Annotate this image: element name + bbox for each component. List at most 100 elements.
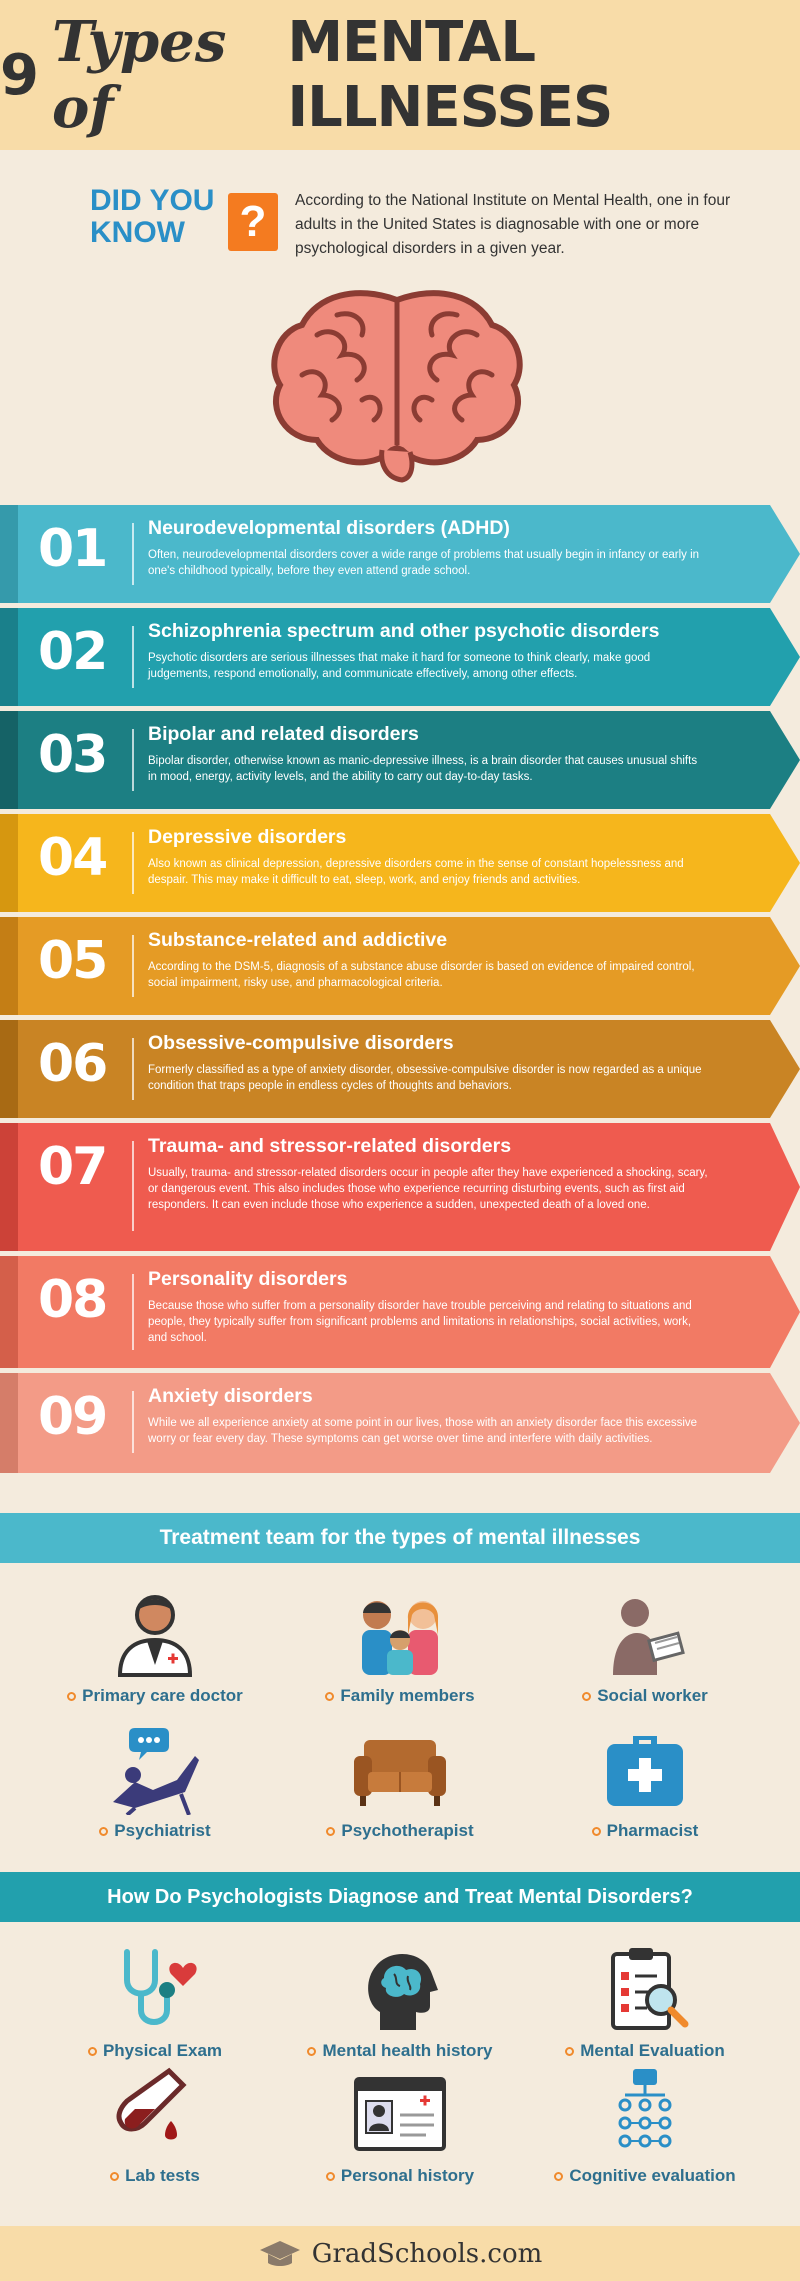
couch-icon	[354, 1740, 446, 1806]
bullet-icon	[325, 2172, 335, 2182]
disorder-row-01: 01 Neurodevelopmental disorders (ADHD) O…	[0, 505, 800, 603]
method-personal-history: Personal history	[275, 2065, 525, 2186]
dyk-line1: DID YOU	[90, 184, 215, 217]
team-item-psychiatrist: Psychiatrist	[30, 1720, 280, 1841]
disorder-title: Schizophrenia spectrum and other psychot…	[148, 620, 660, 642]
bullet-icon	[582, 1692, 592, 1702]
ribbon-band	[18, 1256, 800, 1368]
divider	[132, 626, 134, 688]
team-item-doctor: Primary care doctor	[30, 1585, 280, 1706]
method-label: Mental Evaluation	[520, 2041, 770, 2061]
method-physical-exam: Physical Exam	[30, 1940, 280, 2061]
question-mark-icon: ?	[228, 193, 278, 251]
method-cognitive-evaluation: Cognitive evaluation	[520, 2065, 770, 2186]
team-item-social-worker: Social worker	[520, 1585, 770, 1706]
disorder-desc: Usually, trauma- and stressor-related di…	[148, 1167, 708, 1211]
disorder-row-02: 02 Schizophrenia spectrum and other psyc…	[0, 608, 800, 706]
label-text: Mental Evaluation	[580, 2041, 725, 2060]
disorder-number: 04	[38, 828, 108, 888]
disorder-title: Trauma- and stressor-related disorders	[148, 1135, 512, 1157]
disorder-desc: Bipolar disorder, otherwise known as man…	[148, 755, 698, 783]
method-label: Mental health history	[275, 2041, 525, 2061]
disorder-title: Anxiety disorders	[148, 1385, 313, 1407]
disorder-desc: Also known as clinical depression, depre…	[148, 858, 684, 886]
dyk-line2: KNOW	[90, 216, 185, 249]
method-mental-health-history: Mental health history	[275, 1940, 525, 2061]
bullet-icon	[67, 1692, 77, 1702]
ribbon-band	[18, 711, 800, 809]
first-aid-kit-icon	[607, 1736, 683, 1806]
method-label: Personal history	[275, 2166, 525, 2186]
team-item-psychotherapist: Psychotherapist	[275, 1720, 525, 1841]
disorder-title: Neurodevelopmental disorders (ADHD)	[148, 517, 510, 539]
title-caps: MENTAL ILLNESSES	[287, 10, 613, 140]
team-label: Psychiatrist	[30, 1821, 280, 1841]
divider	[132, 1391, 134, 1453]
bullet-icon	[565, 2047, 575, 2057]
disorder-desc: Often, neurodevelopmental disorders cove…	[148, 549, 700, 577]
disorder-desc: According to the DSM-5, diagnosis of a s…	[148, 961, 695, 989]
label-text: Lab tests	[125, 2166, 200, 2185]
label-text: Psychiatrist	[114, 1821, 211, 1840]
psychiatrist-icon	[113, 1728, 199, 1815]
treatment-heading: Treatment team for the types of mental i…	[0, 1513, 800, 1563]
disorder-row-05: 05 Substance-related and addictive Accor…	[0, 917, 800, 1015]
ribbon-band	[18, 917, 800, 1015]
disorder-row-03: 03 Bipolar and related disorders Bipolar…	[0, 711, 800, 809]
team-item-pharmacist: Pharmacist	[520, 1720, 770, 1841]
disorder-number: 08	[38, 1270, 108, 1330]
ribbon-band	[18, 1020, 800, 1118]
disorder-title: Depressive disorders	[148, 826, 347, 848]
disorder-row-08: 08 Personality disorders Because those w…	[0, 1256, 800, 1368]
brand-name[interactable]: GradSchools.com	[311, 2238, 543, 2269]
graduation-cap-icon	[259, 2240, 300, 2266]
method-label: Lab tests	[30, 2166, 280, 2186]
disorder-number: 05	[38, 931, 108, 991]
disorder-desc: Formerly classified as a type of anxiety…	[148, 1064, 702, 1092]
family-icon	[362, 1601, 439, 1675]
footer: GradSchools.com	[0, 2226, 800, 2281]
id-card-icon	[354, 2077, 446, 2151]
disorder-number: 01	[38, 519, 108, 579]
disorder-number: 03	[38, 725, 108, 785]
social-worker-icon	[613, 1599, 685, 1675]
bullet-icon	[326, 1827, 336, 1837]
ribbon-band	[18, 1373, 800, 1473]
disorder-row-06: 06 Obsessive-compulsive disorders Former…	[0, 1020, 800, 1118]
disorder-title: Obsessive-compulsive disorders	[148, 1032, 454, 1054]
bullet-icon	[554, 2172, 564, 2182]
divider	[132, 832, 134, 894]
disorder-number: 07	[38, 1137, 108, 1197]
label-text: Personal history	[340, 2166, 475, 2185]
team-label: Psychotherapist	[275, 1821, 525, 1841]
label-text: Family members	[340, 1686, 475, 1705]
doctor-icon	[117, 1595, 193, 1677]
ribbon-band	[18, 814, 800, 912]
team-label: Social worker	[520, 1686, 770, 1706]
header: 9 Types of MENTAL ILLNESSES	[0, 0, 800, 150]
stethoscope-icon	[124, 1949, 197, 2025]
brain-icon	[271, 290, 523, 483]
label-text: Physical Exam	[102, 2041, 223, 2060]
label-text: Social worker	[597, 1686, 708, 1705]
method-label: Physical Exam	[30, 2041, 280, 2061]
disorder-desc: While we all experience anxiety at some …	[148, 1417, 698, 1445]
clipboard-magnifier-icon	[611, 1948, 689, 2030]
team-label: Family members	[275, 1686, 525, 1706]
disorder-number: 09	[38, 1387, 108, 1447]
disorder-row-04: 04 Depressive disorders Also known as cl…	[0, 814, 800, 912]
label-text: Psychotherapist	[341, 1821, 474, 1840]
disorder-number: 02	[38, 622, 108, 682]
did-you-know: DID YOU KNOW ? According to the National…	[90, 185, 730, 265]
bullet-icon	[307, 2047, 317, 2057]
bullet-icon	[591, 1827, 601, 1837]
method-label: Cognitive evaluation	[520, 2166, 770, 2186]
team-item-family: Family members	[275, 1585, 525, 1706]
team-label: Pharmacist	[520, 1821, 770, 1841]
title-script: Types of	[51, 9, 227, 141]
divider	[132, 935, 134, 997]
label-text: Cognitive evaluation	[569, 2166, 736, 2185]
title-number: 9	[0, 42, 39, 108]
disorder-row-07: 07 Trauma- and stressor-related disorder…	[0, 1123, 800, 1251]
did-you-know-label: DID YOU KNOW	[90, 185, 220, 249]
